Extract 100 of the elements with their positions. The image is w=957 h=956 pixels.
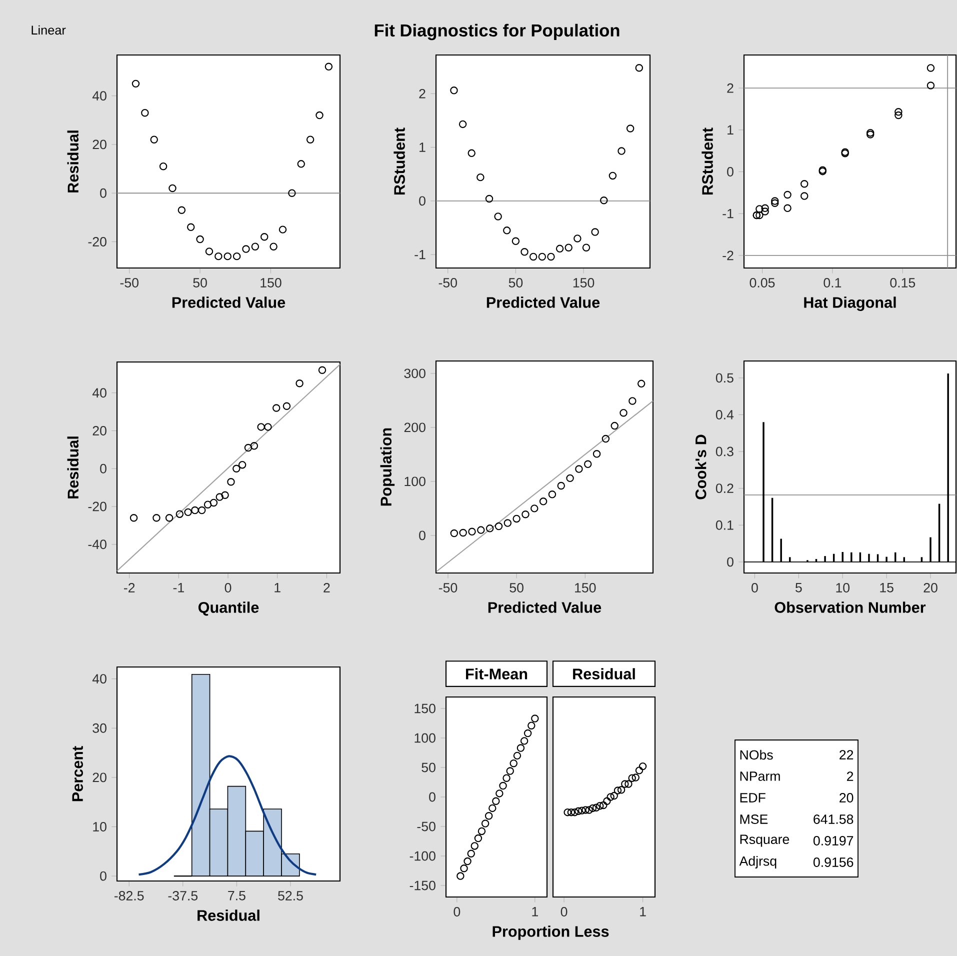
x-tick-label: -50	[120, 278, 138, 288]
point	[596, 802, 604, 810]
point	[800, 192, 808, 200]
point	[204, 500, 212, 508]
point	[270, 242, 278, 250]
point	[257, 423, 265, 431]
y-tick-label: 20	[92, 140, 106, 150]
point	[564, 808, 572, 816]
point	[624, 780, 632, 788]
category-label: NObs	[740, 750, 773, 760]
point	[150, 136, 158, 144]
point	[470, 842, 478, 850]
point	[496, 790, 504, 798]
y-axis-title: Population	[380, 428, 395, 506]
point	[618, 147, 626, 155]
y-tick-label: 0	[419, 530, 426, 540]
point	[894, 111, 902, 120]
point	[771, 197, 779, 205]
point	[214, 252, 222, 260]
point	[784, 190, 792, 199]
point	[227, 478, 235, 486]
point	[176, 510, 184, 518]
x-axis-title: Observation Number	[774, 602, 926, 613]
point	[184, 508, 192, 516]
point	[538, 252, 546, 261]
y-axis-title: Percent	[72, 746, 83, 802]
point	[503, 226, 511, 234]
x-tick-label: 150	[573, 278, 594, 288]
point	[635, 766, 644, 774]
x-tick-label: -50	[438, 278, 457, 288]
point	[578, 806, 586, 814]
y-tick-label: 200	[404, 422, 426, 432]
y-tick-label: 100	[404, 476, 426, 486]
chart-title: Residual	[573, 668, 635, 680]
data-label: 20	[840, 793, 854, 802]
point	[637, 380, 646, 388]
data-label: 0.9156	[813, 858, 854, 867]
point	[513, 752, 522, 760]
point	[316, 111, 324, 120]
point	[468, 528, 476, 536]
x-tick-label: -37.5	[168, 891, 198, 900]
point	[232, 252, 241, 260]
y-tick-label: 1	[728, 125, 734, 134]
point	[516, 744, 525, 752]
y-tick-label: 150	[414, 704, 436, 714]
x-tick-label: 2	[324, 583, 330, 592]
y-tick-label: 0	[429, 792, 436, 802]
point	[324, 62, 333, 71]
y-tick-label: 0	[727, 167, 734, 176]
point	[614, 786, 622, 794]
point	[467, 850, 475, 858]
x-tick-label: -50	[438, 583, 458, 592]
y-axis-title: Residual	[67, 130, 79, 192]
point	[499, 782, 507, 790]
y-tick-label: -1	[722, 208, 734, 218]
x-tick-label: 50	[510, 583, 524, 592]
data-label: 22	[840, 750, 854, 760]
y-tick-label: 100	[414, 733, 436, 743]
point	[450, 86, 458, 94]
y-tick-label: 300	[404, 368, 426, 378]
y-tick-label: -50	[417, 822, 436, 832]
data-label: 0.9197	[813, 836, 854, 846]
point	[244, 444, 252, 452]
point	[132, 80, 140, 88]
x-axis-title: Predicted Value	[486, 296, 600, 308]
y-tick-label: 1	[420, 142, 426, 152]
point	[620, 408, 628, 417]
x-tick-label: 150	[260, 278, 282, 288]
point	[800, 180, 808, 188]
point	[756, 205, 764, 213]
point	[318, 366, 326, 374]
point	[761, 204, 769, 212]
point	[761, 208, 769, 216]
x-tick-label: 1	[532, 907, 538, 916]
y-tick-label: 0.1	[716, 520, 734, 530]
point	[894, 108, 902, 116]
point	[221, 491, 229, 500]
y-axis-title: RStudent	[394, 128, 405, 195]
point	[592, 450, 601, 458]
chart-title: Fit Diagnostics for Population	[374, 24, 620, 40]
point	[165, 514, 174, 522]
y-axis-title: RStudent	[702, 128, 713, 195]
x-tick-label: 10	[836, 583, 850, 592]
point	[628, 774, 636, 782]
y-tick-label: 0	[100, 188, 106, 198]
point	[524, 729, 532, 738]
point	[632, 774, 640, 782]
x-tick-label: 0	[560, 907, 568, 916]
y-tick-label: 40	[92, 388, 106, 398]
data-label: 2	[846, 772, 854, 781]
x-tick-label: 15	[880, 583, 894, 592]
point	[476, 173, 484, 182]
point	[186, 223, 195, 232]
point	[460, 864, 468, 872]
point	[771, 199, 779, 207]
y-tick-label: -100	[410, 851, 436, 861]
point	[250, 442, 258, 450]
y-tick-label: -1	[414, 250, 426, 260]
x-tick-label: 7.5	[228, 891, 246, 900]
x-tick-label: 50	[193, 278, 207, 288]
